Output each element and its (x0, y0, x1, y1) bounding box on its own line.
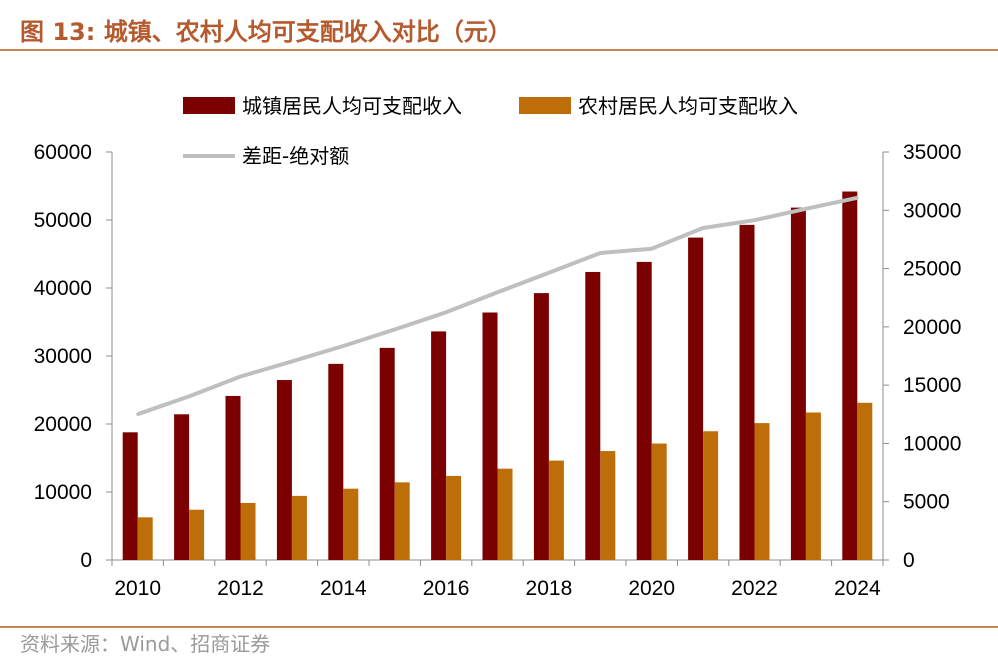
x-tick-label: 2022 (731, 577, 778, 600)
y-right-tick-label: 0 (903, 549, 915, 572)
y-right-tick-label: 5000 (903, 491, 950, 514)
y-left-tick-label: 0 (80, 549, 92, 572)
bars (122, 191, 873, 561)
bar-urban-2017 (482, 312, 498, 560)
y-right-tick-label: 15000 (903, 374, 961, 397)
x-tick-label: 2010 (114, 577, 161, 600)
gap-point-2013 (290, 359, 294, 363)
y-right-tick-label: 20000 (903, 316, 961, 339)
gap-point-2022 (753, 218, 756, 222)
bar-urban-2020 (636, 261, 652, 560)
legend-swatch-rural (519, 97, 571, 114)
bar-urban-2023 (790, 207, 806, 561)
x-tick-label: 2016 (423, 577, 470, 600)
y-left-tick-label: 50000 (34, 209, 92, 232)
bar-rural-2015 (394, 482, 410, 560)
y-right-tick-label: 25000 (903, 258, 961, 281)
bar-rural-2018 (548, 460, 564, 560)
bar-urban-2024 (842, 191, 858, 560)
bar-urban-2013 (276, 380, 292, 560)
bar-rural-2016 (446, 475, 462, 560)
legend-swatch-urban (183, 97, 235, 114)
gap-point-2020 (650, 247, 654, 251)
source-note: 资料来源：Wind、招商证券 (20, 632, 271, 656)
bar-rural-2020 (651, 443, 667, 560)
bar-rural-2024 (857, 402, 873, 560)
gap-point-2019 (598, 251, 602, 255)
x-tick-label: 2012 (217, 577, 264, 600)
gap-point-2018 (547, 271, 551, 275)
title-rule (0, 49, 998, 51)
y-left-tick-label: 20000 (34, 413, 92, 436)
gap-point-2015 (393, 328, 397, 332)
legend-label-rural: 农村居民人均可支配收入 (578, 94, 798, 118)
gap-point-2010 (136, 412, 140, 416)
gap-point-2016 (444, 310, 448, 314)
bar-rural-2012 (240, 502, 256, 560)
bar-urban-2022 (739, 224, 755, 560)
source-rule (0, 626, 998, 628)
bar-rural-2021 (703, 431, 719, 560)
x-tick-label: 2024 (834, 577, 881, 600)
y-left-tick-label: 60000 (34, 141, 92, 164)
bar-urban-2015 (379, 347, 395, 560)
gap-point-2021 (701, 226, 705, 230)
gap-point-2014 (341, 344, 345, 348)
y-right-tick-label: 35000 (903, 141, 961, 164)
legend-label-gap: 差距-绝对额 (242, 144, 349, 168)
bar-rural-2023 (805, 412, 821, 560)
y-left-tick-label: 40000 (34, 277, 92, 300)
axes: 0 10000 20000 30000 40000 50000 60000 0 5000 1000… (34, 141, 962, 600)
bar-rural-2017 (497, 468, 513, 560)
bar-urban-2019 (585, 271, 601, 560)
bar-urban-2014 (328, 363, 344, 560)
gap-line-group (136, 195, 859, 417)
x-tick-label: 2020 (628, 577, 675, 600)
gap-point-2017 (496, 290, 499, 294)
x-tick-label: 2018 (526, 577, 573, 600)
figure-title: 图 13: 城镇、农村人均可支配收入对比（元） (20, 18, 512, 46)
bar-rural-2013 (291, 495, 307, 560)
bar-rural-2019 (600, 451, 616, 560)
bar-urban-2018 (533, 293, 549, 560)
legend-label-urban: 城镇居民人均可支配收入 (242, 94, 462, 118)
bar-rural-2022 (754, 423, 770, 560)
y-left-tick-label: 10000 (34, 481, 92, 504)
y-right-tick-label: 30000 (903, 199, 961, 222)
gap-point-2012 (239, 375, 242, 379)
gap-point-2011 (187, 394, 191, 398)
bar-rural-2010 (137, 517, 153, 560)
bar-urban-2021 (688, 237, 704, 561)
bar-urban-2016 (431, 331, 447, 560)
y-right-tick-label: 10000 (903, 432, 961, 455)
gap-point-2023 (804, 207, 808, 211)
gap-point-2024 (855, 196, 859, 200)
bar-urban-2011 (174, 414, 190, 560)
bar-urban-2010 (122, 432, 138, 560)
bar-urban-2012 (225, 395, 241, 560)
x-tick-label: 2014 (320, 577, 367, 600)
y-left-tick-label: 30000 (34, 345, 92, 368)
bar-rural-2011 (189, 509, 205, 560)
bar-rural-2014 (343, 488, 359, 560)
